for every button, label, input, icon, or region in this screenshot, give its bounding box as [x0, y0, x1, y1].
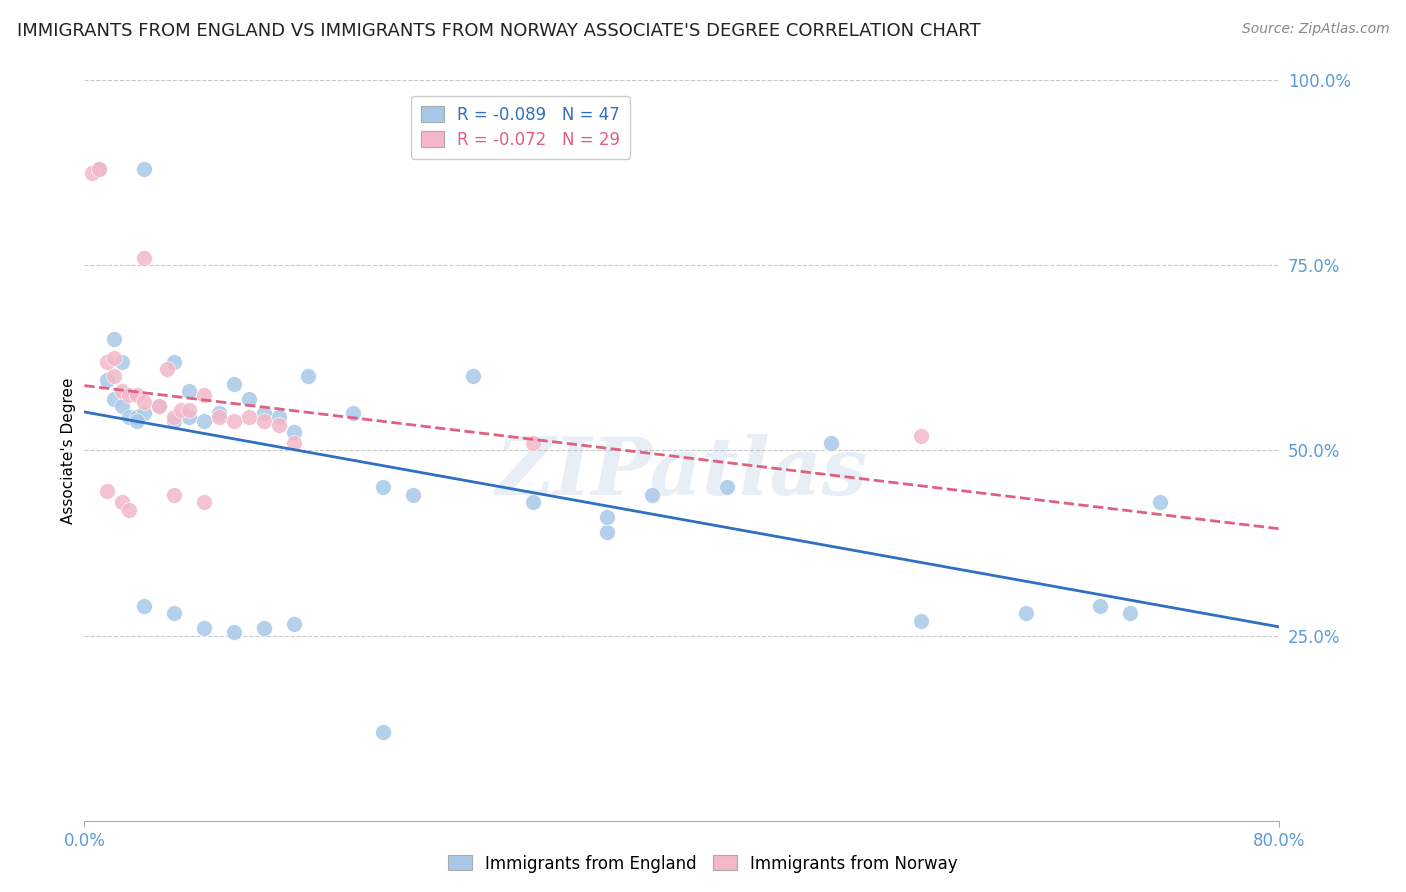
Point	[193, 414, 215, 428]
Point	[96, 373, 118, 387]
Point	[208, 410, 231, 425]
Point	[283, 617, 305, 632]
Point	[125, 414, 148, 428]
Point	[522, 436, 544, 450]
Text: Source: ZipAtlas.com: Source: ZipAtlas.com	[1241, 22, 1389, 37]
Point	[253, 621, 276, 635]
Legend: Immigrants from England, Immigrants from Norway: Immigrants from England, Immigrants from…	[441, 848, 965, 880]
Point	[342, 407, 364, 421]
Point	[373, 480, 395, 494]
Point	[193, 495, 215, 509]
Point	[596, 510, 619, 524]
Point	[238, 392, 260, 406]
Point	[96, 484, 118, 499]
Point	[155, 362, 177, 376]
Point	[111, 384, 134, 399]
Point	[148, 399, 170, 413]
Point	[193, 621, 215, 635]
Point	[402, 488, 425, 502]
Point	[596, 524, 619, 539]
Point	[267, 410, 290, 425]
Point	[132, 395, 156, 409]
Point	[910, 428, 932, 442]
Point	[177, 410, 200, 425]
Point	[111, 354, 134, 368]
Point	[522, 495, 544, 509]
Point	[148, 399, 170, 413]
Point	[222, 414, 245, 428]
Point	[118, 502, 141, 516]
Point	[222, 376, 245, 391]
Point	[222, 624, 245, 639]
Point	[910, 614, 932, 628]
Point	[103, 332, 125, 346]
Point	[163, 410, 186, 425]
Point	[103, 392, 125, 406]
Point	[148, 399, 170, 413]
Text: IMMIGRANTS FROM ENGLAND VS IMMIGRANTS FROM NORWAY ASSOCIATE'S DEGREE CORRELATION: IMMIGRANTS FROM ENGLAND VS IMMIGRANTS FR…	[17, 22, 980, 40]
Point	[132, 407, 156, 421]
Point	[716, 480, 738, 494]
Point	[267, 417, 290, 432]
Point	[163, 607, 186, 621]
Point	[103, 369, 125, 384]
Point	[118, 388, 141, 402]
Point	[96, 354, 118, 368]
Point	[80, 166, 103, 180]
Point	[1090, 599, 1112, 613]
Point	[820, 436, 842, 450]
Point	[163, 488, 186, 502]
Point	[125, 410, 148, 425]
Point	[461, 369, 484, 384]
Point	[1014, 607, 1036, 621]
Point	[641, 488, 664, 502]
Point	[1149, 495, 1171, 509]
Point	[132, 599, 156, 613]
Point	[193, 388, 215, 402]
Point	[132, 162, 156, 177]
Point	[283, 425, 305, 439]
Point	[208, 407, 231, 421]
Point	[118, 410, 141, 425]
Point	[283, 436, 305, 450]
Point	[177, 402, 200, 417]
Point	[103, 351, 125, 365]
Point	[111, 399, 134, 413]
Point	[170, 402, 193, 417]
Legend: R = -0.089   N = 47, R = -0.072   N = 29: R = -0.089 N = 47, R = -0.072 N = 29	[411, 96, 630, 159]
Point	[89, 162, 111, 177]
Point	[238, 410, 260, 425]
Point	[253, 414, 276, 428]
Point	[177, 384, 200, 399]
Point	[125, 388, 148, 402]
Point	[163, 354, 186, 368]
Point	[1119, 607, 1142, 621]
Point	[89, 162, 111, 177]
Point	[253, 407, 276, 421]
Point	[111, 495, 134, 509]
Point	[163, 414, 186, 428]
Y-axis label: Associate's Degree: Associate's Degree	[60, 377, 76, 524]
Point	[297, 369, 319, 384]
Point	[373, 724, 395, 739]
Point	[132, 251, 156, 265]
Text: ZIPatlas: ZIPatlas	[496, 434, 868, 511]
